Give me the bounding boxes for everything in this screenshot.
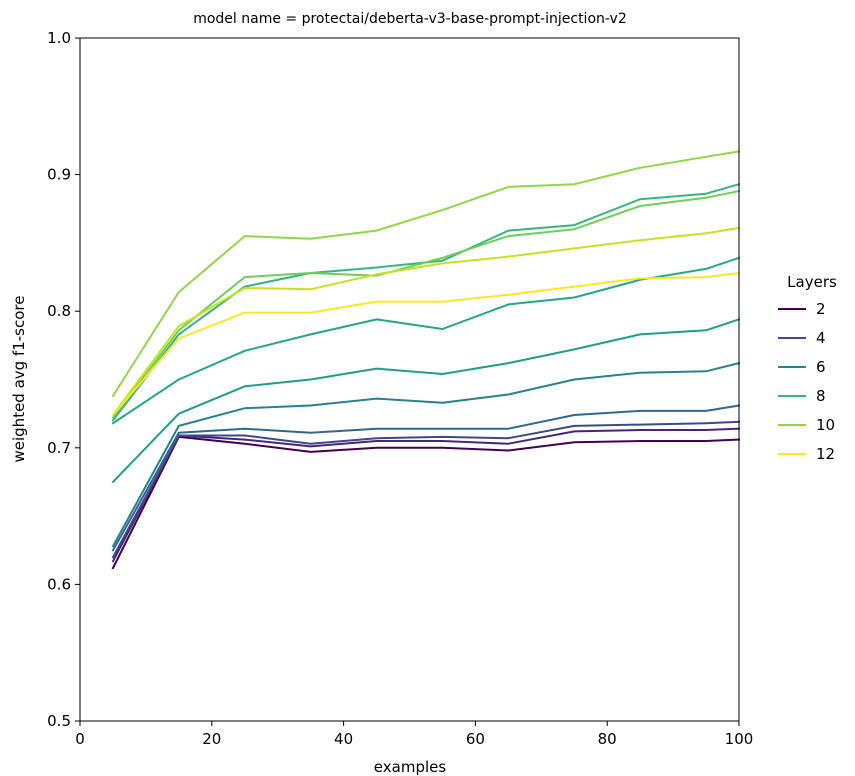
series-line-8: [111, 189, 741, 420]
series-line-5: [111, 318, 741, 484]
x-tick-label: 20: [202, 730, 221, 748]
x-tick-label: 80: [598, 730, 617, 748]
y-tick-label: 0.8: [47, 302, 71, 320]
series-line-0: [111, 435, 741, 570]
chart-title: model name = protectai/deberta-v3-base-p…: [193, 11, 627, 27]
y-tick-label: 0.9: [47, 166, 71, 184]
series-line-2: [111, 420, 741, 559]
series-line-11: [111, 271, 741, 417]
y-axis: 0.5 0.6 0.7 0.8 0.9 1.0: [47, 29, 80, 730]
plot-frame: [79, 37, 740, 722]
series-line-10: [111, 226, 741, 417]
y-tick-label: 0.6: [47, 575, 71, 593]
y-tick-label: 0.5: [47, 712, 71, 730]
series-line-6: [111, 256, 741, 425]
legend: Layers 2 4 6 8 10 12: [778, 273, 837, 463]
legend-label: 6: [816, 358, 826, 376]
x-tick-label: 100: [725, 730, 754, 748]
y-axis-label: weighted avg f1-score: [10, 296, 28, 463]
series-line-4: [111, 361, 741, 548]
legend-label: 2: [816, 300, 826, 318]
series-line-7: [111, 182, 741, 422]
x-axis-label: examples: [374, 758, 447, 776]
series-line-1: [111, 427, 741, 563]
legend-label: 8: [816, 387, 826, 405]
y-tick-label: 0.7: [47, 439, 71, 457]
legend-label: 12: [816, 445, 835, 463]
series-layer: [111, 150, 741, 570]
legend-title: Layers: [787, 273, 837, 291]
series-line-9: [111, 150, 741, 398]
series-line-3: [111, 404, 741, 552]
y-tick-label: 1.0: [47, 29, 71, 47]
x-tick-label: 60: [466, 730, 485, 748]
x-tick-label: 40: [334, 730, 353, 748]
x-tick-label: 0: [75, 730, 85, 748]
legend-label: 4: [816, 329, 826, 347]
legend-label: 10: [816, 416, 835, 434]
x-axis: 0 20 40 60 80 100: [75, 721, 753, 748]
